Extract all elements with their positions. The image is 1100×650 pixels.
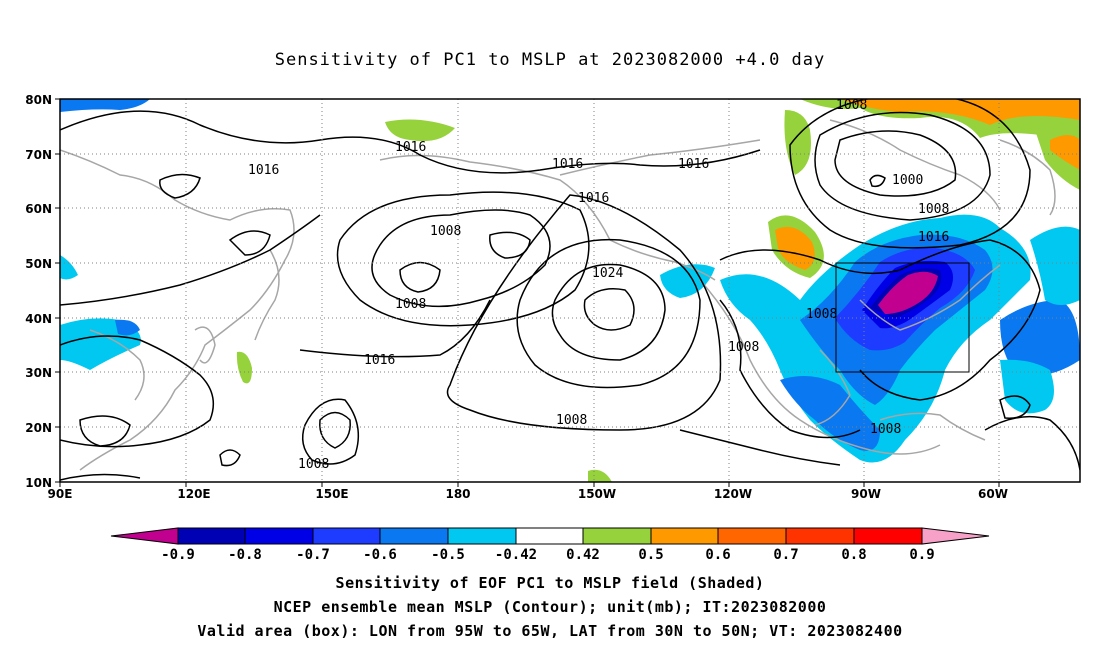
caption-line-3: Valid area (box): LON from 95W to 65W, L… <box>197 622 903 640</box>
map-frame <box>59 98 1081 483</box>
contour-label: 1008 <box>556 413 587 428</box>
colorbar-label: -0.8 <box>228 547 262 563</box>
colorbar-label: -0.5 <box>431 547 465 563</box>
tick-marks <box>55 98 1000 487</box>
colorbar-segment <box>785 527 855 545</box>
caption-line-1: Sensitivity of EOF PC1 to MSLP field (Sh… <box>335 574 765 592</box>
contour-label: 1008 <box>836 98 867 113</box>
positive-region-canada <box>784 110 811 175</box>
caption-line-2: NCEP ensemble mean MSLP (Contour); unit(… <box>273 598 827 616</box>
contour-label: 1008 <box>918 202 949 217</box>
contour-label: 1000 <box>892 173 923 188</box>
contour-label: 1008 <box>728 340 759 355</box>
colorbar-segment <box>244 527 314 545</box>
lon-label: 90E <box>48 487 73 501</box>
contour-label: 1008 <box>870 422 901 437</box>
colorbar-label: -0.6 <box>363 547 397 563</box>
negative-region-atlantic-outer <box>1030 226 1080 305</box>
contour-label: 1016 <box>248 163 279 178</box>
shaded-sensitivity-field <box>60 99 1080 482</box>
colorbar-segment <box>650 527 719 545</box>
lat-label: 20N <box>25 421 52 435</box>
lat-label: 30N <box>25 366 52 380</box>
lon-label: 60W <box>978 487 1008 501</box>
negative-region-main-core <box>878 271 938 314</box>
colorbar-segment <box>717 527 787 545</box>
contour-label: 1008 <box>395 297 426 312</box>
colorbar-label: -0.7 <box>296 547 330 563</box>
positive-region-greenland-orange <box>1050 135 1080 170</box>
lat-label: 40N <box>25 312 52 326</box>
lat-label: 50N <box>25 257 52 271</box>
contour-labels: 1008 1016 1000 1008 1016 1016 1016 1016 … <box>248 98 949 472</box>
lat-label: 60N <box>25 202 52 216</box>
colorbar-segment <box>177 527 246 545</box>
lon-label: 180 <box>445 487 470 501</box>
mslp-contours <box>60 99 1080 481</box>
contour-label: 1008 <box>430 224 461 239</box>
colorbar-label: 0.42 <box>566 547 600 563</box>
colorbar-labels: -0.9 -0.8 -0.7 -0.6 -0.5 -0.42 0.42 0.5 … <box>161 547 935 563</box>
contour-label: 1024 <box>592 266 623 281</box>
contour-label: 1016 <box>364 353 395 368</box>
lon-label: 90W <box>851 487 881 501</box>
negative-region-asia-core <box>115 319 140 336</box>
negative-region-arctic <box>60 99 150 112</box>
valid-area-box <box>835 262 970 373</box>
negative-region-asia-west <box>60 255 78 280</box>
contour-label: 1016 <box>395 140 426 155</box>
latitude-labels: 80N 70N 60N 50N 40N 30N 20N 10N <box>25 93 52 490</box>
contour-label: 1016 <box>552 157 583 172</box>
positive-region-japan <box>236 351 252 384</box>
longitude-labels: 90E 120E 150E 180 150W 120W 90W 60W <box>48 487 1008 501</box>
lat-label: 80N <box>25 93 52 107</box>
positive-region-pacific-s <box>588 469 612 482</box>
colorbar-label: 0.7 <box>773 547 798 563</box>
contour-label: 1008 <box>806 307 837 322</box>
contour-label: 1008 <box>298 457 329 472</box>
colorbar-label: -0.9 <box>161 547 195 563</box>
plot-title: Sensitivity of PC1 to MSLP at 2023082000… <box>274 50 826 70</box>
colorbar-low-arrow <box>110 527 179 545</box>
colorbar-segment <box>312 527 381 545</box>
colorbar-segment <box>379 527 449 545</box>
lat-label: 10N <box>25 476 52 490</box>
colorbar-segment <box>853 527 923 545</box>
colorbar <box>110 527 990 545</box>
lon-label: 150E <box>315 487 348 501</box>
positive-region-west-orange <box>775 226 815 270</box>
colorbar-segment <box>515 527 584 545</box>
colorbar-label: 0.5 <box>638 547 663 563</box>
colorbar-segment <box>447 527 517 545</box>
colorbar-segment <box>582 527 652 545</box>
colorbar-label: 0.8 <box>841 547 866 563</box>
colorbar-label: 0.9 <box>909 547 934 563</box>
contour-label: 1016 <box>678 157 709 172</box>
positive-region-alaska <box>385 119 455 142</box>
positive-region-arctic-orange <box>840 99 1080 125</box>
colorbar-label: -0.42 <box>495 547 537 563</box>
lat-label: 70N <box>25 148 52 162</box>
lon-label: 150W <box>578 487 616 501</box>
lon-label: 120E <box>177 487 210 501</box>
contour-label: 1016 <box>578 191 609 206</box>
lon-label: 120W <box>714 487 752 501</box>
colorbar-high-arrow <box>921 527 990 545</box>
colorbar-label: 0.6 <box>705 547 730 563</box>
negative-region-atlantic <box>1000 300 1080 376</box>
negative-region-atlantic-south <box>1000 359 1054 414</box>
contour-label: 1016 <box>918 230 949 245</box>
